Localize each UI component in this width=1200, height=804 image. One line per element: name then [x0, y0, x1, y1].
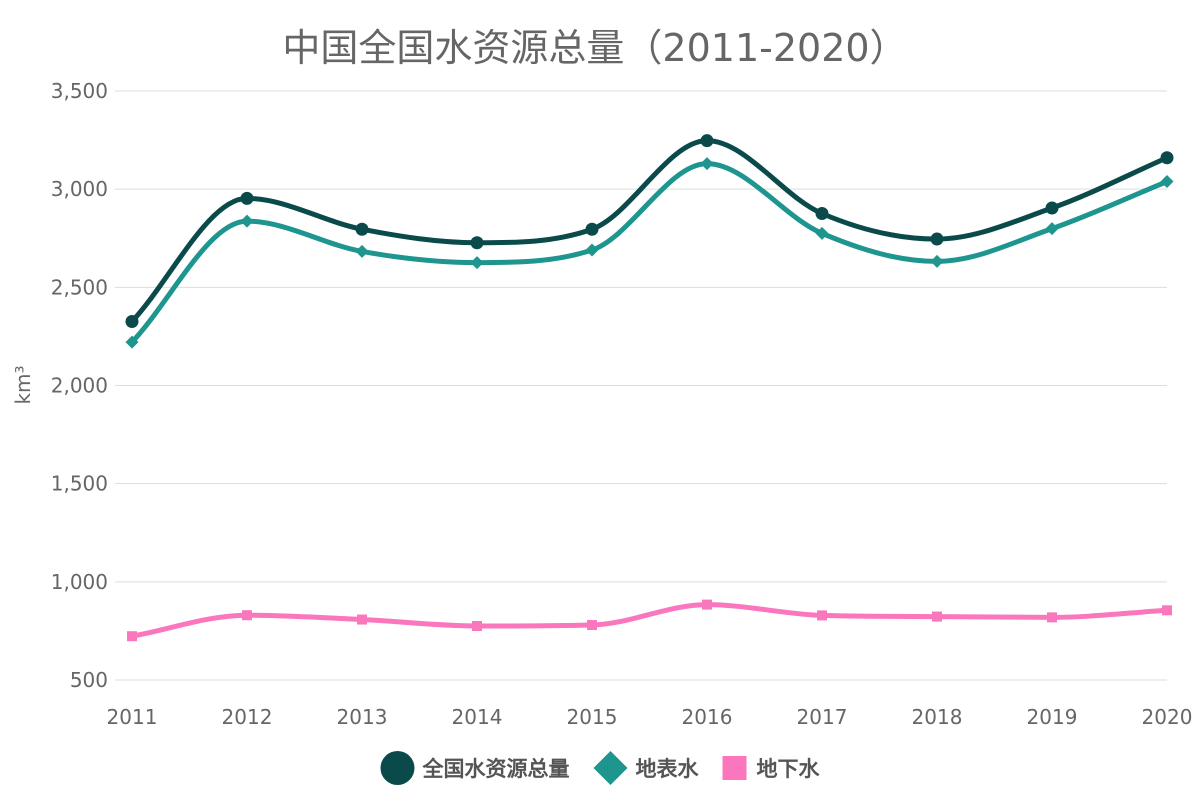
series-0	[125, 134, 1174, 328]
data-point	[1045, 201, 1059, 215]
y-axis-label: km³	[11, 365, 35, 404]
legend-label: 地表水	[636, 757, 700, 781]
series-line	[129, 602, 1170, 639]
data-point	[702, 599, 712, 610]
data-point	[585, 243, 599, 257]
data-point	[1162, 605, 1172, 616]
series-2	[127, 599, 1172, 642]
chart-title: 中国全国水资源总量（2011-2020）	[282, 26, 907, 70]
legend-marker	[380, 751, 415, 785]
data-point	[1047, 612, 1057, 623]
gridlines	[115, 90, 1167, 681]
data-point	[242, 610, 252, 621]
data-point	[125, 314, 139, 328]
x-tick-label: 2020	[1142, 705, 1193, 729]
data-point	[817, 610, 827, 621]
y-tick-label: 2,500	[51, 275, 108, 299]
y-tick-label: 1,000	[51, 570, 108, 594]
data-point	[932, 611, 942, 622]
legend-marker	[593, 751, 628, 785]
legend: 全国水资源总量 地表水 地下水	[380, 751, 821, 785]
data-point	[240, 214, 254, 228]
x-tick-label: 2011	[107, 705, 158, 729]
data-point	[240, 191, 254, 205]
legend-label: 地下水	[757, 757, 821, 781]
x-tick-label: 2013	[337, 705, 388, 729]
x-tick-label: 2018	[912, 705, 963, 729]
y-tick-label: 500	[70, 668, 108, 692]
y-tick-label: 2,000	[51, 374, 108, 398]
data-point	[587, 620, 597, 631]
data-point	[930, 254, 944, 268]
x-axis-ticks: 2011 2012 2013 2014 2015 2016 2017 2018 2019 2020	[107, 705, 1193, 729]
y-tick-label: 3,500	[51, 79, 108, 103]
data-point	[127, 631, 137, 642]
y-axis-ticks: 500 1,000 1,500 2,000 2,500 3,000 3,500	[51, 79, 108, 692]
y-tick-label: 1,500	[51, 472, 108, 496]
x-tick-label: 2019	[1027, 705, 1078, 729]
data-point	[357, 614, 367, 625]
legend-marker	[722, 756, 747, 780]
data-point	[700, 134, 714, 148]
series-lines	[125, 134, 1174, 642]
x-tick-label: 2017	[797, 705, 848, 729]
data-point	[355, 244, 369, 258]
data-point	[930, 232, 944, 246]
data-point	[125, 335, 139, 349]
legend-label: 全国水资源总量	[422, 757, 570, 781]
series-1	[125, 157, 1174, 349]
data-point	[472, 621, 482, 632]
series-line	[129, 161, 1170, 345]
x-tick-label: 2014	[452, 705, 503, 729]
legend-item: 地下水	[722, 756, 821, 781]
data-point	[355, 222, 369, 236]
data-point	[1160, 175, 1174, 189]
data-point	[585, 222, 599, 236]
data-point	[700, 157, 714, 171]
series-line	[129, 138, 1170, 324]
legend-item: 地表水	[593, 751, 700, 785]
x-tick-label: 2016	[682, 705, 733, 729]
x-tick-label: 2012	[222, 705, 273, 729]
x-tick-label: 2015	[567, 705, 618, 729]
data-point	[1160, 151, 1174, 165]
data-point	[1045, 222, 1059, 236]
legend-item: 全国水资源总量	[380, 751, 570, 785]
data-point	[470, 236, 484, 250]
data-point	[815, 207, 829, 221]
data-point	[815, 226, 829, 240]
data-point	[470, 256, 484, 270]
y-tick-label: 3,000	[51, 177, 108, 201]
